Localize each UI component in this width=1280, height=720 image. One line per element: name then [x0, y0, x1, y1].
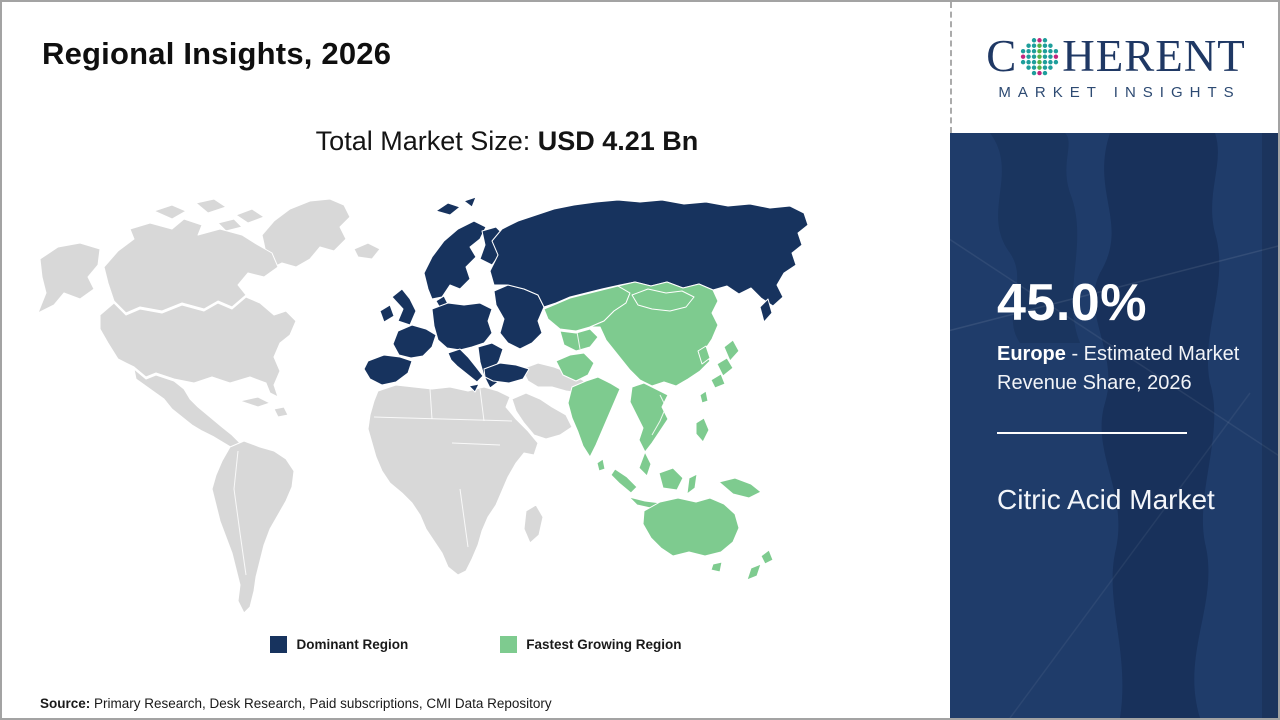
legend-swatch-dominant — [270, 636, 288, 653]
sidebar-map-texture — [950, 133, 1278, 718]
source-note: Source: Primary Research, Desk Research,… — [40, 696, 552, 711]
source-label: Source: — [40, 696, 91, 711]
legend-label-fastest-growing: Fastest Growing Region — [526, 637, 682, 652]
sidebar-content: 45.0% Europe - Estimated Market Revenue … — [950, 133, 1278, 523]
map-region-dominant-europe — [363, 196, 809, 393]
legend-item-dominant: Dominant Region — [270, 636, 408, 653]
world-map-svg — [37, 196, 809, 614]
brand-letters-rest: HERENT — [1062, 31, 1246, 81]
map-border-lines — [233, 331, 667, 576]
globe-dots-icon — [1021, 38, 1059, 76]
legend-item-fastest-growing: Fastest Growing Region — [500, 636, 682, 653]
map-region-fastest-growing-asia-pacific — [543, 281, 774, 581]
market-name: Citric Acid Market — [997, 484, 1215, 515]
world-map — [32, 188, 812, 620]
sidebar: C HERENT MARKET INSIGHTS — [950, 2, 1278, 718]
map-region-rest-of-world — [37, 198, 585, 614]
map-seas — [538, 335, 552, 361]
main-content: Regional Insights, 2026 Total Market Siz… — [2, 2, 950, 718]
stat-description: Europe - Estimated Market Revenue Share,… — [997, 340, 1262, 398]
legend-swatch-fastest-growing — [500, 636, 518, 653]
brand-logo-area: C HERENT MARKET INSIGHTS — [950, 2, 1278, 133]
stat-value: 45.0% — [997, 274, 1147, 332]
total-market-size-label: Total Market Size: — [315, 126, 538, 156]
total-market-size-value: USD 4.21 Bn — [537, 126, 699, 156]
brand-letter-c: C — [986, 31, 1018, 81]
page-title: Regional Insights, 2026 — [42, 36, 392, 71]
divider-rule — [997, 432, 1187, 434]
sidebar-panel: 45.0% Europe - Estimated Market Revenue … — [950, 133, 1278, 718]
map-legend: Dominant Region Fastest Growing Region — [2, 636, 950, 653]
stat-region: Europe — [997, 343, 1066, 365]
total-market-size: Total Market Size: USD 4.21 Bn — [2, 126, 950, 157]
source-text: Primary Research, Desk Research, Paid su… — [90, 696, 552, 711]
legend-label-dominant: Dominant Region — [296, 637, 409, 652]
brand-logo: C HERENT — [986, 34, 1246, 79]
brand-tagline: MARKET INSIGHTS — [998, 84, 1241, 101]
stat-desc-rest: - Estimated Market Revenue Share, 2026 — [997, 343, 1240, 394]
